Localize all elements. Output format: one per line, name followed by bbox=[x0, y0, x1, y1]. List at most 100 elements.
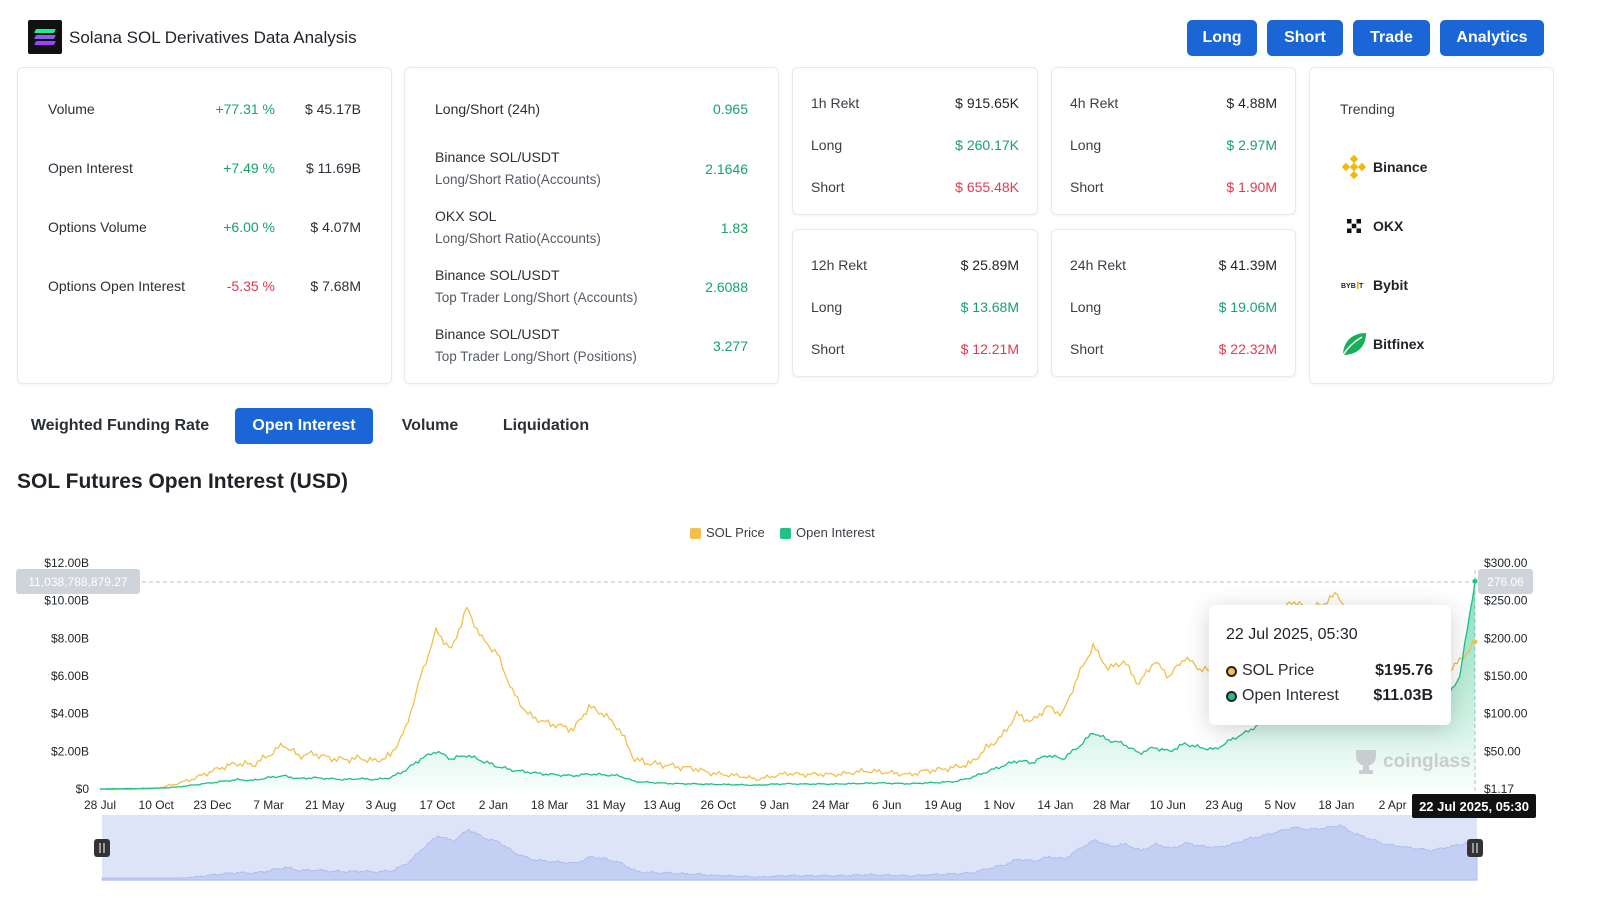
header: Solana SOL Derivatives Data Analysis Lon… bbox=[28, 20, 1576, 56]
rekt-short-value: $ 22.32M bbox=[1218, 341, 1277, 357]
x-tick-label: 26 Oct bbox=[701, 798, 737, 812]
rekt-short-value: $ 12.21M bbox=[960, 341, 1019, 357]
overview-change: +7.49 % bbox=[223, 160, 275, 176]
trending-item-label: Binance bbox=[1373, 159, 1428, 175]
y-left-tick-label: $4.00B bbox=[51, 707, 89, 721]
x-tick-label: 10 Jun bbox=[1150, 798, 1186, 812]
rekt-card-4h: 4h Rekt $ 4.88M Long $ 2.97M Short $ 1.9… bbox=[1051, 67, 1296, 215]
range-navigator[interactable] bbox=[101, 815, 1478, 881]
tab-weighted-funding-rate[interactable]: Weighted Funding Rate bbox=[17, 408, 223, 444]
chart-tooltip: 22 Jul 2025, 05:30 SOL Price $195.76 Ope… bbox=[1209, 605, 1451, 725]
ratio-value: 2.6088 bbox=[705, 279, 748, 295]
x-tick-label: 18 Mar bbox=[531, 798, 568, 812]
overview-label: Open Interest bbox=[48, 160, 133, 176]
open-interest-area bbox=[100, 581, 1475, 790]
ratio-row: Binance SOL/USDT Top Trader Long/Short (… bbox=[435, 267, 748, 307]
short-button[interactable]: Short bbox=[1267, 20, 1343, 56]
y-right-tick-label: $1.17 bbox=[1484, 782, 1514, 796]
long-button[interactable]: Long bbox=[1187, 20, 1257, 56]
legend-swatch bbox=[780, 528, 791, 539]
ratio-subtitle: Top Trader Long/Short (Accounts) bbox=[435, 290, 638, 305]
rekt-long-label: Long bbox=[1070, 137, 1102, 153]
trending-item-label: OKX bbox=[1373, 218, 1404, 234]
overview-change: +6.00 % bbox=[223, 219, 275, 235]
rekt-label: 24h Rekt bbox=[1070, 257, 1127, 273]
overview-value: $ 45.17B bbox=[304, 101, 361, 117]
ratio-subtitle: Long/Short Ratio(Accounts) bbox=[435, 172, 601, 187]
rekt-long-label: Long bbox=[811, 137, 843, 153]
ratio-row: OKX SOL Long/Short Ratio(Accounts) 1.83 bbox=[435, 208, 748, 248]
x-tick-label: 28 Mar bbox=[1093, 798, 1130, 812]
x-tick-label: 23 Aug bbox=[1205, 798, 1242, 812]
ratio-title: Binance SOL/USDT bbox=[435, 267, 560, 283]
tab-open-interest[interactable]: Open Interest bbox=[235, 408, 373, 444]
x-tick-label: 14 Jan bbox=[1037, 798, 1073, 812]
x-tick-label: 1 Nov bbox=[984, 798, 1015, 812]
legend-swatch bbox=[690, 528, 701, 539]
crosshair-time-label: 22 Jul 2025, 05:30 bbox=[1412, 794, 1536, 818]
navigator-right-handle[interactable] bbox=[1467, 839, 1483, 857]
crosshair-right-label: 276.06 bbox=[1478, 569, 1533, 594]
ratio-subtitle: Long/Short Ratio(Accounts) bbox=[435, 231, 601, 246]
rekt-short-label: Short bbox=[1070, 179, 1104, 195]
legend-item-sol-price[interactable]: SOL Price bbox=[690, 525, 770, 541]
overview-card: Volume +77.31 % $ 45.17B Open Interest +… bbox=[17, 67, 392, 384]
legend-item-open-interest[interactable]: Open Interest bbox=[780, 525, 890, 541]
overview-value: $ 11.69B bbox=[305, 160, 361, 176]
rekt-short-label: Short bbox=[811, 179, 845, 195]
open-interest-endpoint bbox=[1472, 578, 1478, 584]
x-tick-label: 3 Aug bbox=[366, 798, 397, 812]
rekt-total: $ 4.88M bbox=[1226, 95, 1277, 111]
trending-item-label: Bitfinex bbox=[1373, 336, 1425, 352]
y-left-tick-label: $10.00B bbox=[44, 594, 89, 608]
tooltip-label: SOL Price bbox=[1242, 662, 1315, 679]
y-left-tick-label: $0 bbox=[76, 782, 90, 796]
chart-section-title: SOL Futures Open Interest (USD) bbox=[17, 470, 348, 493]
y-right-tick-label: $150.00 bbox=[1484, 669, 1528, 683]
rekt-short-label: Short bbox=[811, 341, 845, 357]
rekt-long-value: $ 19.06M bbox=[1218, 299, 1277, 315]
rekt-label: 12h Rekt bbox=[811, 257, 868, 273]
page-title: Solana SOL Derivatives Data Analysis bbox=[69, 28, 357, 47]
overview-change: -5.35 % bbox=[226, 278, 275, 294]
ratio-row: Binance SOL/USDT Top Trader Long/Short (… bbox=[435, 326, 748, 366]
solana-logo bbox=[28, 20, 62, 54]
okx-icon bbox=[1347, 219, 1361, 233]
tab-volume[interactable]: Volume bbox=[385, 408, 475, 444]
y-right-tick-label: $200.00 bbox=[1484, 631, 1528, 645]
trade-button[interactable]: Trade bbox=[1353, 20, 1430, 56]
legend-label: SOL Price bbox=[706, 525, 765, 540]
bitfinex-icon bbox=[1342, 333, 1366, 356]
rekt-label: 1h Rekt bbox=[811, 95, 860, 111]
y-right-tick-label: $300.00 bbox=[1484, 556, 1528, 570]
rekt-total: $ 41.39M bbox=[1218, 257, 1277, 273]
x-tick-label: 28 Jul bbox=[84, 798, 116, 812]
y-left-tick-label: $12.00B bbox=[44, 556, 89, 570]
ratio-value: 1.83 bbox=[720, 220, 748, 236]
rekt-card-1h: 1h Rekt $ 915.65K Long $ 260.17K Short $… bbox=[792, 67, 1038, 215]
bybit-icon: BYB T bbox=[1341, 282, 1364, 290]
x-tick-label: 9 Jan bbox=[760, 798, 789, 812]
rekt-short-label: Short bbox=[1070, 341, 1104, 357]
x-tick-label: 21 May bbox=[305, 798, 344, 812]
coinglass-logo-icon bbox=[1356, 750, 1376, 774]
ratio-value: 3.277 bbox=[712, 338, 748, 354]
overview-label: Options Open Interest bbox=[48, 278, 185, 294]
x-tick-label: 7 Mar bbox=[253, 798, 284, 812]
navigator-area bbox=[101, 824, 1478, 881]
overview-label: Options Volume bbox=[48, 219, 147, 235]
analytics-button[interactable]: Analytics bbox=[1440, 20, 1544, 56]
tab-liquidation[interactable]: Liquidation bbox=[487, 408, 605, 444]
long-short-ratio-card: Long/Short (24h) 0.965 Binance SOL/USDT … bbox=[404, 67, 779, 384]
rekt-card-12h: 12h Rekt $ 25.89M Long $ 13.68M Short $ … bbox=[792, 229, 1038, 377]
tooltip-value: $11.03B bbox=[1373, 687, 1433, 704]
overview-label: Volume bbox=[48, 101, 95, 117]
trending-card: Trending Binance OKX BYB T bbox=[1309, 67, 1554, 384]
tooltip-dot bbox=[1226, 666, 1237, 677]
rekt-total: $ 25.89M bbox=[960, 257, 1019, 273]
navigator-left-handle[interactable] bbox=[94, 839, 110, 857]
tooltip-label: Open Interest bbox=[1242, 687, 1339, 704]
x-tick-label: 23 Dec bbox=[193, 798, 231, 812]
y-right-tick-label: $250.00 bbox=[1484, 594, 1528, 608]
trending-title: Trending bbox=[1340, 101, 1395, 117]
